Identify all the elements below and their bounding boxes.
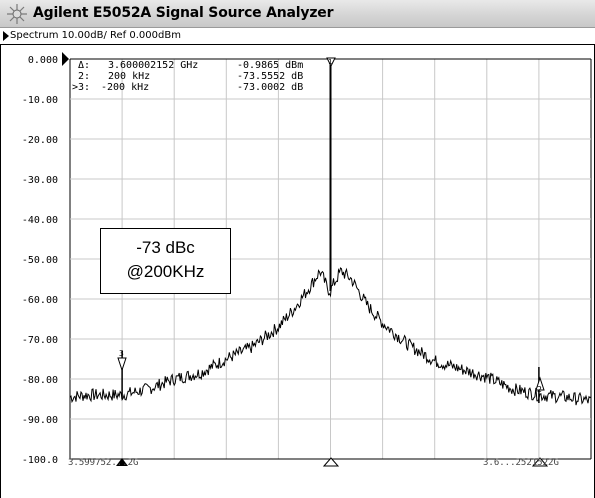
marker-triangle-right[interactable] [531,457,549,467]
x-end-label: 3.6...2521522G [483,458,559,468]
marker-table: Δ: 3.600002152 GHz -0.9865 dBm 2: 200 kH… [72,60,303,93]
marker-1-icon[interactable]: 1 [326,57,336,68]
marker-2-label: 2 [537,385,542,394]
marker-3-icon[interactable]: 3 [117,349,127,372]
y-tick-label: -60.00 [22,295,58,306]
y-axis-labels: 0.000 -10.00 -20.00 -30.00 -40.00 -50.00 -60.0… [22,55,58,466]
marker-row-3-freq: -200 kHz [101,82,149,93]
marker-row-2-id: 2: [78,71,90,82]
ref-level-marker [62,52,69,66]
marker-row-1-value: -0.9865 dBm [237,60,303,71]
marker-row-2-freq: 200 kHz [108,71,150,82]
marker-1-label: 1 [328,58,332,66]
marker-row-2-value: -73.5552 dB [237,71,303,82]
y-tick-label: -10.00 [22,95,58,106]
trace-header[interactable]: Spectrum 10.00dB/ Ref 0.000dBm [0,29,595,45]
marker-row-3-value: -73.0002 dB [237,82,303,93]
y-tick-label: -20.00 [22,135,58,146]
annotation-line-2: @200KHz [126,262,205,281]
annotation-line-1: -73 dBc [136,238,195,257]
spectrum-trace [69,267,592,406]
title-bar: Agilent E5052A Signal Source Analyzer [0,0,595,28]
y-tick-label: -40.00 [22,215,58,226]
marker-row-1-id: Δ: [78,60,90,71]
y-tick-label: -90.00 [22,415,58,426]
marker-row-3-id: >3: [72,82,90,93]
y-tick-label: -80.00 [22,375,58,386]
center-marker-triangle[interactable] [322,457,340,467]
y-tick-label: -100.0 [22,455,58,466]
x-start-label: 3.599752...2G [68,458,138,468]
marker-row-1-freq: 3.600002152 GHz [108,60,198,71]
window-title: Agilent E5052A Signal Source Analyzer [33,5,334,21]
annotation-box: -73 dBc @200KHz [100,228,231,294]
y-tick-label: 0.000 [28,55,58,66]
y-tick-label: -70.00 [22,335,58,346]
marker-3-label: 3 [119,349,124,358]
expand-arrow-icon[interactable] [3,31,9,41]
y-tick-label: -30.00 [22,175,58,186]
sun-burst-icon [7,4,27,24]
y-tick-label: -50.00 [22,255,58,266]
marker-2-icon[interactable]: 2 [535,376,545,394]
trace-scale-label: Spectrum 10.00dB/ Ref 0.000dBm [10,30,181,41]
active-marker-triangle-left[interactable] [116,458,128,466]
